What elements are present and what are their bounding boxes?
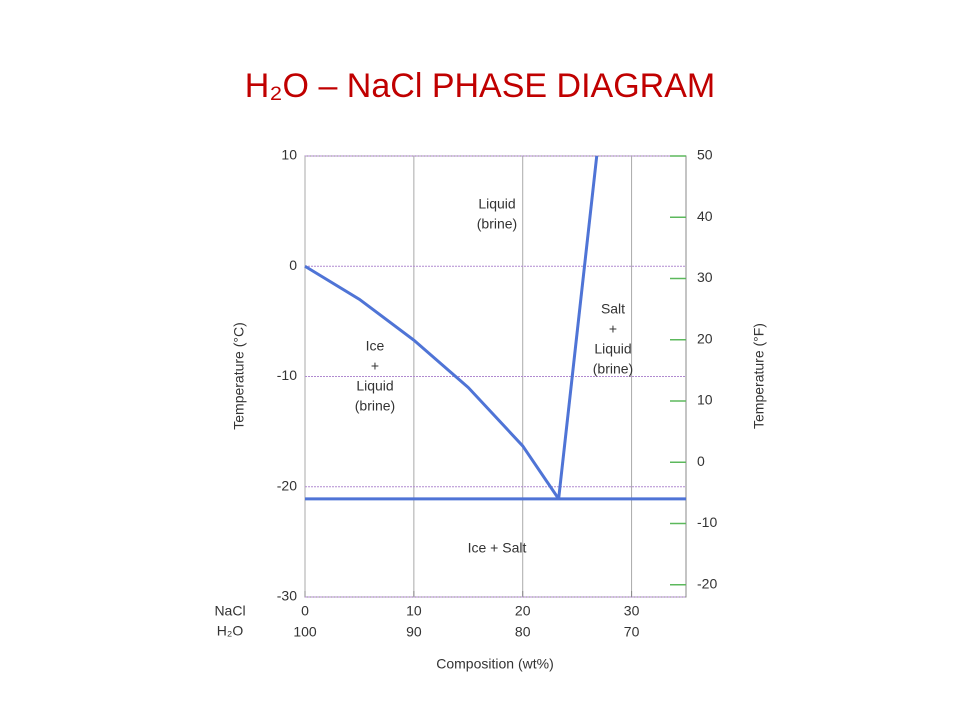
y2-tick-label: -20 bbox=[697, 575, 717, 591]
region-label: (brine) bbox=[477, 216, 517, 232]
region-label: (brine) bbox=[355, 398, 395, 414]
region-label: Liquid bbox=[478, 196, 515, 212]
phase-boundary bbox=[557, 155, 599, 500]
x-axis-label: Composition (wt%) bbox=[436, 656, 553, 672]
y2-tick-label: -10 bbox=[697, 514, 717, 530]
y2-tick-label: 0 bbox=[697, 453, 705, 469]
chart-title: H₂O – NaCl PHASE DIAGRAM bbox=[245, 67, 715, 105]
y2-tick-label: 50 bbox=[697, 147, 713, 163]
x-tick-label: 0 bbox=[301, 603, 309, 619]
x2-row-label: H₂O bbox=[217, 623, 244, 639]
x2-tick-label: 90 bbox=[406, 624, 422, 640]
x-row-label: NaCl bbox=[214, 603, 245, 619]
y2-tick-label: 20 bbox=[697, 330, 713, 346]
region-label: Ice bbox=[366, 338, 385, 354]
y-axis-label: Temperature (°C) bbox=[231, 322, 247, 430]
y2-axis-label: Temperature (°F) bbox=[751, 323, 767, 429]
region-label: + bbox=[609, 321, 617, 337]
y2-tick-label: 10 bbox=[697, 392, 713, 408]
x2-tick-label: 100 bbox=[293, 624, 317, 640]
y-tick-label: 0 bbox=[289, 257, 297, 273]
phase-boundary bbox=[304, 264, 560, 500]
y-tick-label: -10 bbox=[277, 367, 297, 383]
region-label: Salt bbox=[601, 301, 625, 317]
y2-tick-label: 40 bbox=[697, 208, 713, 224]
region-label: Ice + Salt bbox=[468, 540, 527, 556]
x-tick-label: 20 bbox=[515, 603, 531, 619]
region-label: Liquid bbox=[594, 341, 631, 357]
y-tick-label: -30 bbox=[277, 588, 297, 604]
x2-tick-label: 80 bbox=[515, 624, 531, 640]
x-tick-label: 30 bbox=[624, 603, 640, 619]
y2-tick-label: 30 bbox=[697, 269, 713, 285]
region-label: Liquid bbox=[356, 378, 393, 394]
y-tick-label: -20 bbox=[277, 477, 297, 493]
x-tick-label: 10 bbox=[406, 603, 422, 619]
y-tick-label: 10 bbox=[281, 147, 297, 163]
region-label: (brine) bbox=[593, 361, 633, 377]
x2-tick-label: 70 bbox=[624, 624, 640, 640]
region-label: + bbox=[371, 358, 379, 374]
